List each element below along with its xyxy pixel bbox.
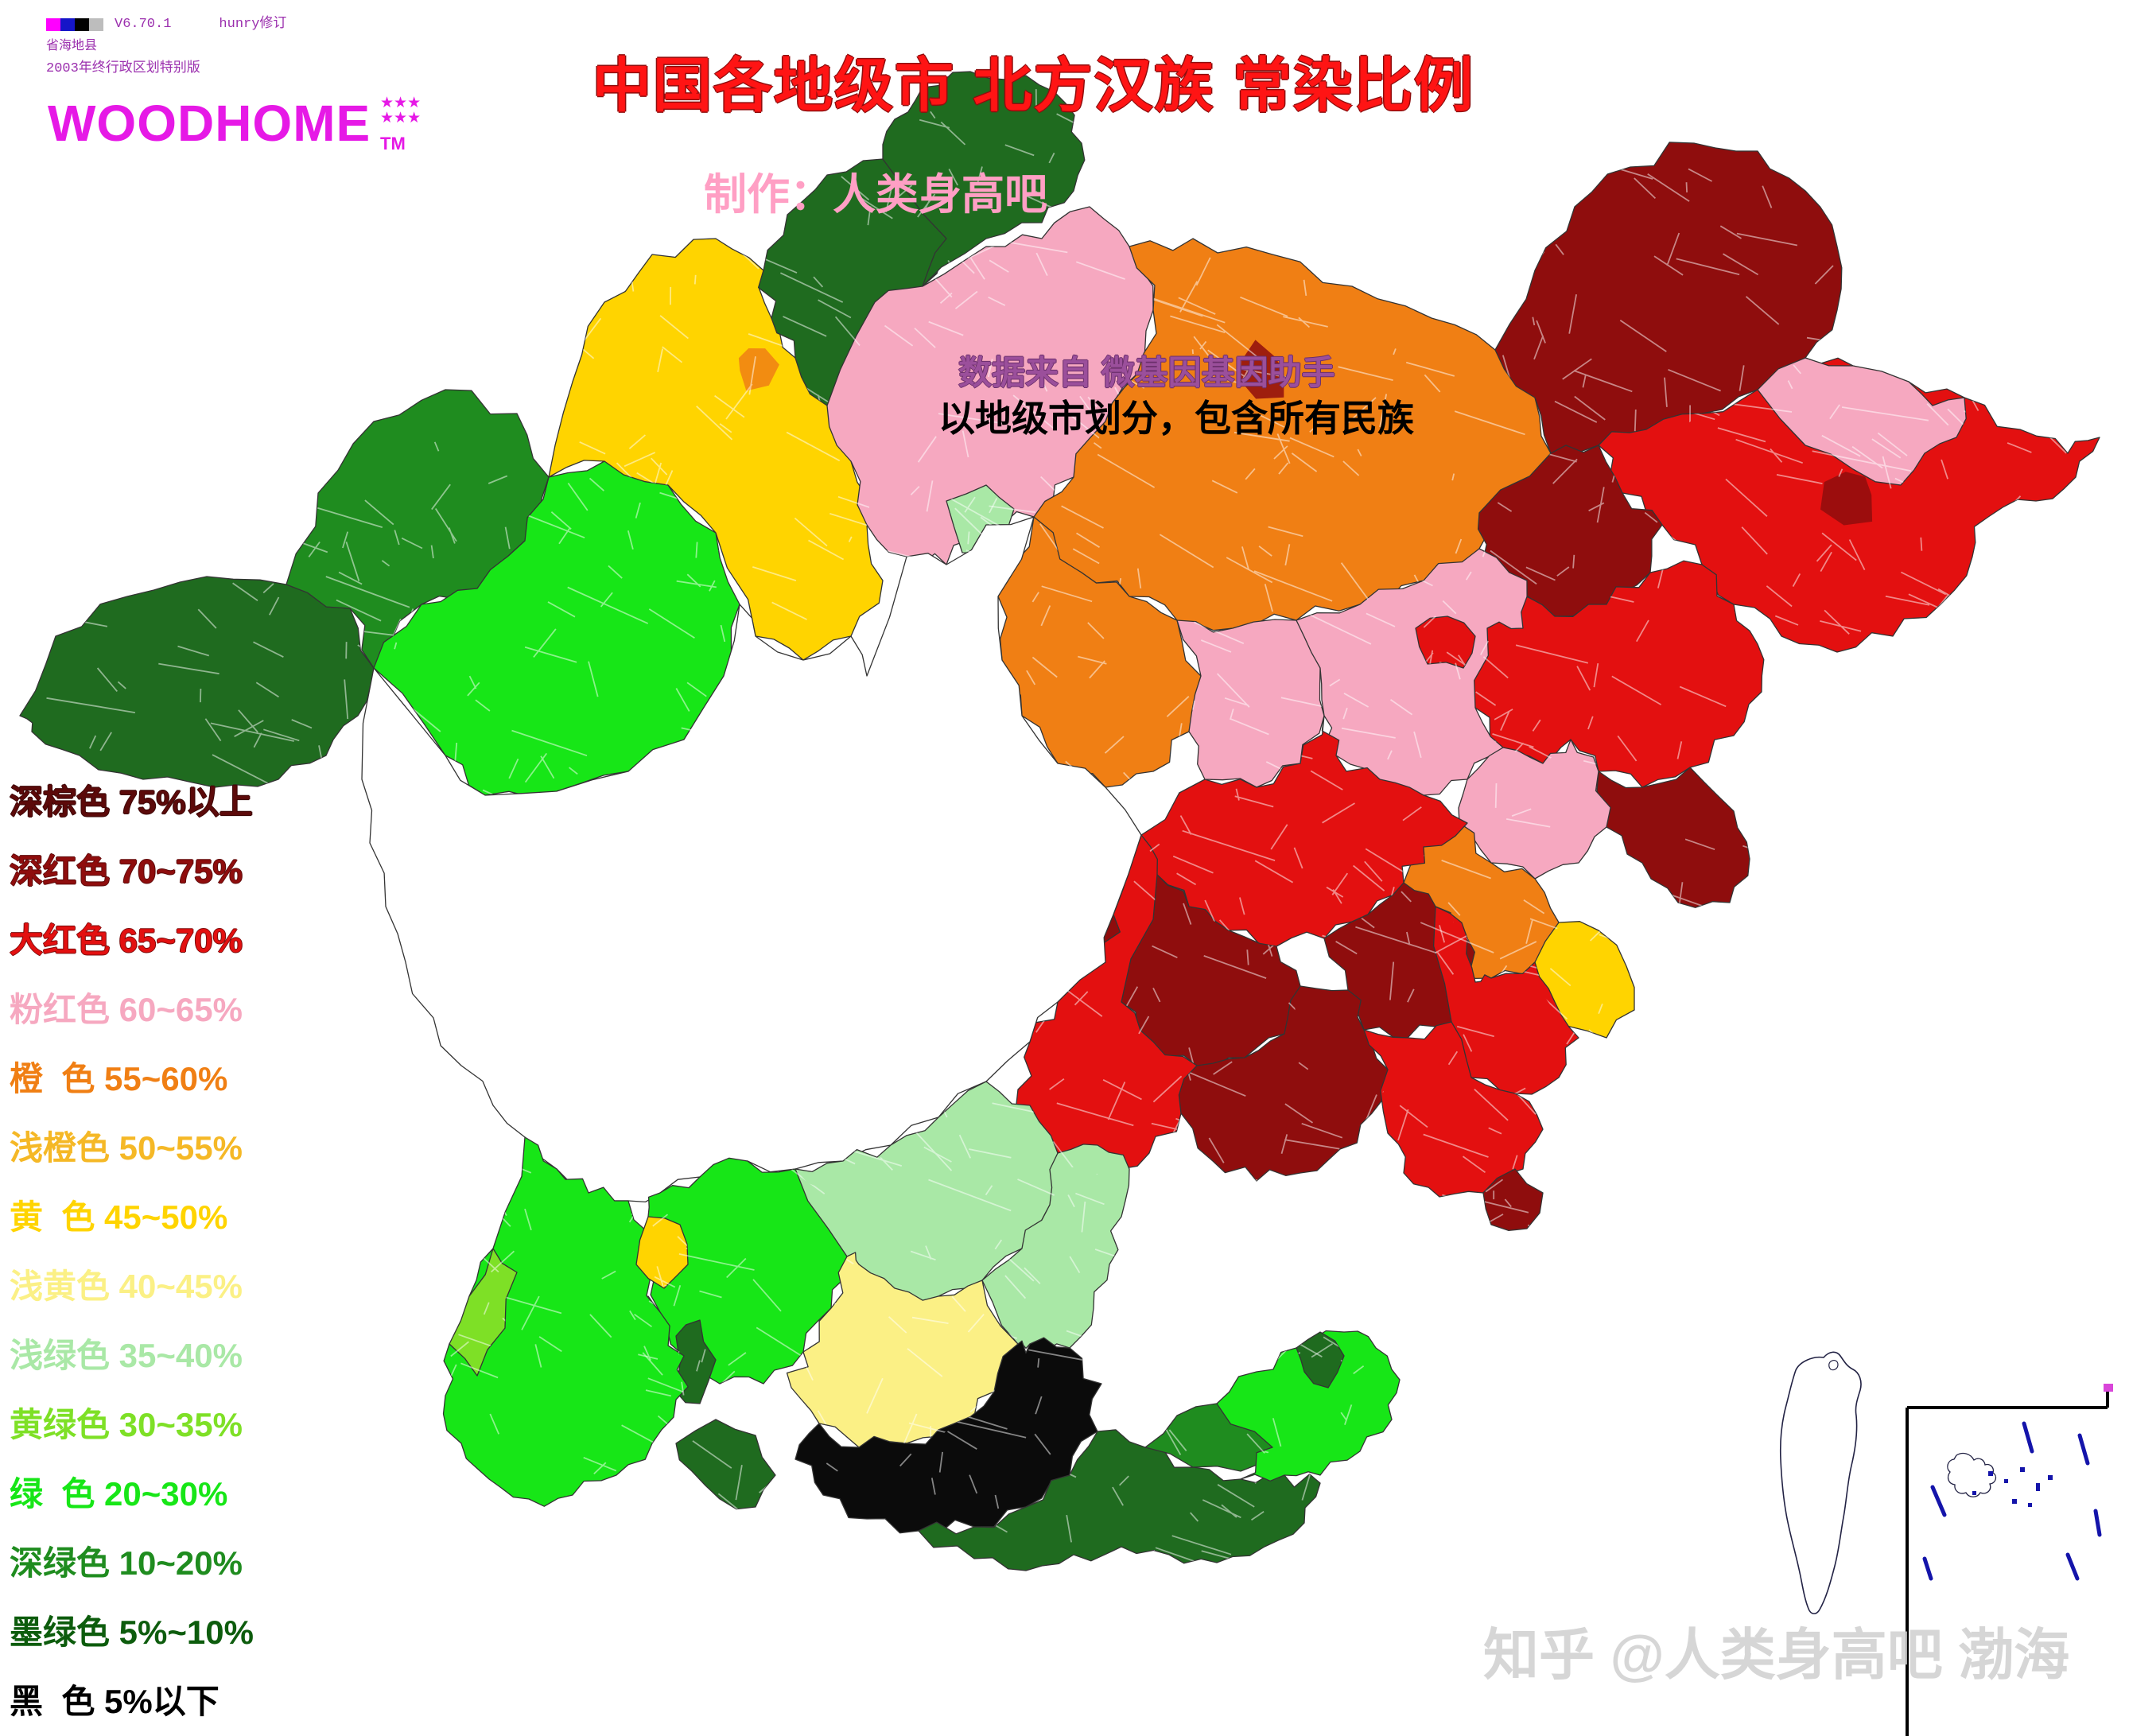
liaoning_peninsula_darkred (1597, 767, 1750, 907)
